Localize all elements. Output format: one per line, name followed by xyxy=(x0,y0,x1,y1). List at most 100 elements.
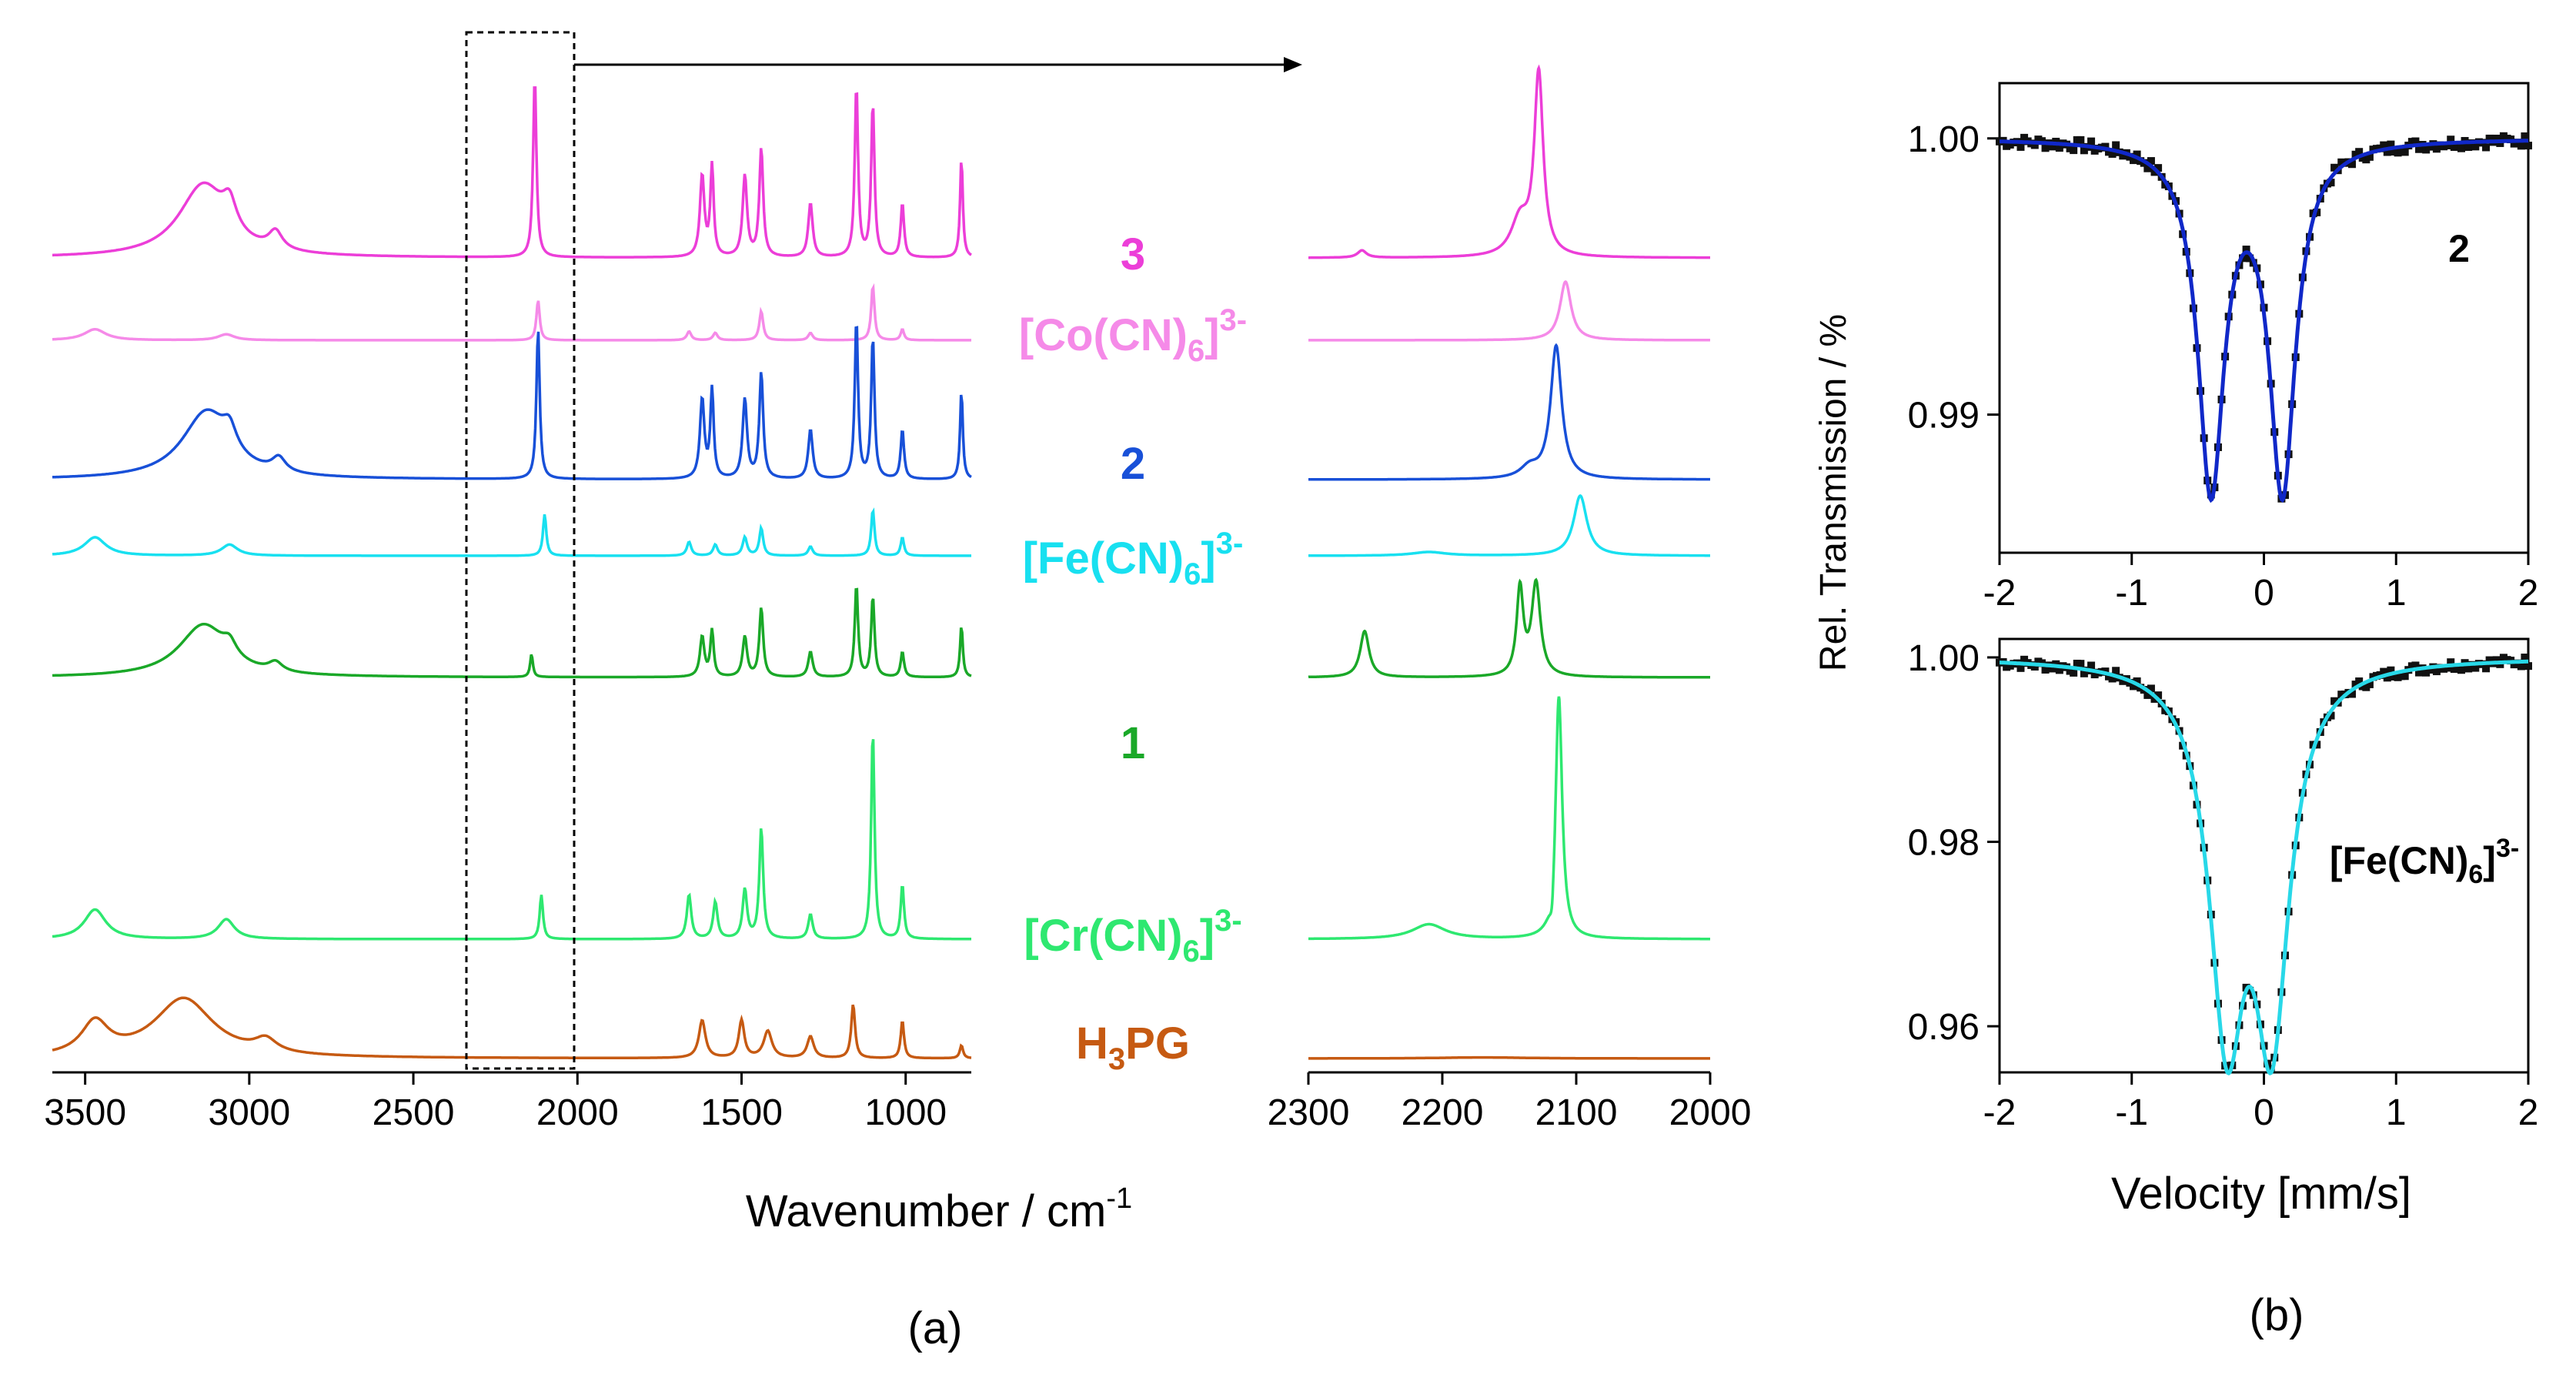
mb-data-point xyxy=(2041,665,2050,674)
mb-data-point xyxy=(2327,711,2335,720)
mb-data-point xyxy=(2355,677,2364,686)
series-label-5: [Cr(CN)6]3- xyxy=(1024,904,1241,968)
series-label-main: [Co(CN) xyxy=(1019,310,1188,360)
mb-data-point xyxy=(2471,664,2480,672)
ir-x-tick-label: 2500 xyxy=(373,1092,455,1133)
series-label-sup: 3- xyxy=(1216,527,1244,560)
ir-zoom-trace-6 xyxy=(1308,1055,1710,1060)
ir-x-tick-label: 3000 xyxy=(208,1092,290,1133)
series-label-main: [Cr(CN) xyxy=(1024,911,1182,961)
mb-data-point xyxy=(2517,662,2525,671)
mb-data-point xyxy=(2108,149,2117,158)
ir-trace-3 xyxy=(52,507,971,557)
mb-data-point xyxy=(2327,179,2335,187)
mb-data-point xyxy=(2387,140,2395,149)
mb-sample-label: [Fe(CN)6]3- xyxy=(2330,834,2519,889)
series-label-sub: 3 xyxy=(1108,1042,1125,1076)
mb-y-tick-label: 1.00 xyxy=(1908,638,1980,679)
ir-zoom-trace-3 xyxy=(1308,493,1710,557)
mb-data-point xyxy=(2087,661,2096,670)
mb-data-point xyxy=(2016,664,2025,672)
mb-data-point xyxy=(2517,142,2525,150)
mb-data-point xyxy=(2380,141,2388,149)
mb-data-point xyxy=(2415,145,2424,153)
ir-zoom-trace-4 xyxy=(1308,577,1710,679)
mossbauer-x-axis-title: Velocity [mm/s] xyxy=(2111,1169,2411,1219)
mb-data-point xyxy=(2055,144,2063,152)
mb-data-point xyxy=(2143,164,2152,172)
mb-data-point xyxy=(2055,666,2063,674)
mb-data-point xyxy=(2411,661,2420,670)
mb-data-point xyxy=(2112,667,2120,675)
mb-data-point xyxy=(2365,152,2374,161)
mb-data-point xyxy=(2133,677,2141,685)
mb-x-tick-label: 2 xyxy=(2518,573,2539,614)
mossbauer-y-axis-title: Rel. Transmission / % xyxy=(1813,314,1854,671)
series-label-tail: ] xyxy=(1200,911,1214,961)
ir-trace-0 xyxy=(52,86,972,259)
series-label-main: [Fe(CN) xyxy=(1023,533,1184,584)
mb-data-point xyxy=(2383,674,2391,682)
series-label-sub: 6 xyxy=(1188,334,1204,368)
mb-x-tick-label: 0 xyxy=(2254,573,2274,614)
mb-data-point xyxy=(2133,150,2141,159)
series-label-sub: 6 xyxy=(1184,557,1201,591)
mb-label-main: 2 xyxy=(2448,227,2470,270)
panel-label-a: (a) xyxy=(908,1303,963,1353)
mb-data-point xyxy=(2130,156,2138,165)
mb-data-point xyxy=(2411,137,2420,145)
ir-zoom-trace-2 xyxy=(1308,343,1710,481)
mb-data-point xyxy=(2052,137,2060,145)
zoom-region-annotation xyxy=(465,31,1302,1070)
mb-data-point xyxy=(2147,684,2155,693)
ir-x-tick-label: 1500 xyxy=(700,1092,783,1133)
ir-x-tick-label: 1000 xyxy=(864,1092,947,1133)
mb-x-tick-label: -1 xyxy=(2115,573,2148,614)
ir-zoom-x-tick-label: 2100 xyxy=(1535,1092,1618,1133)
mb-y-tick-label: 1.00 xyxy=(1908,119,1980,160)
mb-data-point xyxy=(2224,1065,2233,1074)
mb-x-tick-label: 2 xyxy=(2518,1092,2539,1133)
mb-data-point xyxy=(2443,664,2451,672)
series-label-tail: ] xyxy=(1204,310,1219,360)
series-label-tail: ] xyxy=(1201,533,1215,584)
mossbauer-top-panel: -2 -1 0 1 2 1.00 0.99 2 xyxy=(1908,82,2539,614)
mb-data-point xyxy=(2048,142,2056,151)
mb-data-point xyxy=(2242,246,2250,254)
mb-data-point xyxy=(2348,160,2356,169)
series-label-main: H xyxy=(1076,1018,1108,1069)
series-label-sup: 3- xyxy=(1214,904,1242,938)
ir-spectra-left-panel: 3500 3000 2500 2000 1500 1000 xyxy=(44,86,972,1133)
ir-zoom-trace-5 xyxy=(1308,696,1710,941)
mb-data-point xyxy=(2524,662,2532,671)
mb-data-point xyxy=(2130,682,2138,691)
mb-x-tick-label: -1 xyxy=(2115,1092,2148,1133)
mb-data-point xyxy=(2101,142,2110,151)
series-label-3: [Fe(CN)6]3- xyxy=(1023,527,1244,591)
series-label-6: H3PG xyxy=(1076,1018,1190,1076)
mb-data-point xyxy=(2348,690,2356,698)
mb-data-point xyxy=(2048,664,2056,673)
mb-data-point xyxy=(2383,148,2391,156)
mb-data-point xyxy=(2471,142,2480,151)
series-label-sub: 6 xyxy=(1183,935,1200,968)
mb-data-point xyxy=(2143,691,2152,699)
mb-data-point xyxy=(2457,666,2465,674)
mb-x-tick-label: 1 xyxy=(2386,1092,2407,1133)
mb-data-point xyxy=(2070,146,2078,155)
series-label-sup: 3- xyxy=(1220,303,1248,337)
mb-data-point xyxy=(2447,658,2455,667)
series-label-main: 1 xyxy=(1121,718,1145,768)
mb-y-tick-label: 0.96 xyxy=(1908,1007,1980,1048)
mb-data-point xyxy=(2492,656,2501,664)
mb-label-sup: 3- xyxy=(2496,834,2519,863)
series-label-main: 3 xyxy=(1121,229,1145,279)
ir-trace-1 xyxy=(52,283,971,342)
mb-x-tick-label: 1 xyxy=(2386,573,2407,614)
mb-data-point xyxy=(2041,144,2050,152)
ir-trace-4 xyxy=(52,587,972,679)
mb-data-point xyxy=(2147,157,2155,166)
ir-trace-6 xyxy=(52,996,972,1060)
series-label-4: 1 xyxy=(1121,718,1145,768)
